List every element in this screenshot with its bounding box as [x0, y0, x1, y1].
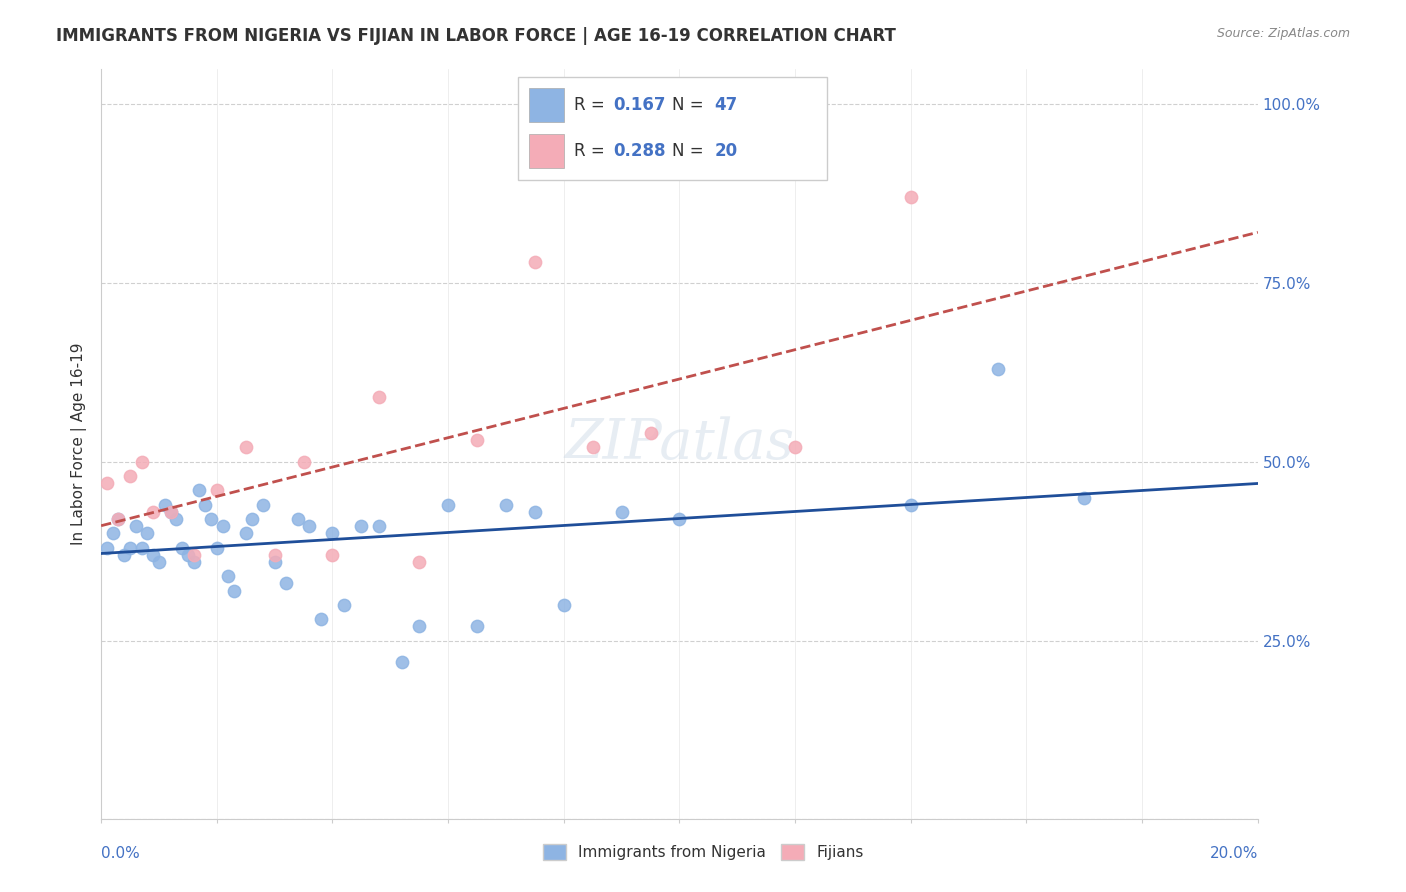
Point	[131, 541, 153, 555]
Text: 20: 20	[714, 143, 738, 161]
Point	[610, 505, 633, 519]
Point	[287, 512, 309, 526]
Point	[252, 498, 274, 512]
Point	[391, 655, 413, 669]
Point	[900, 498, 922, 512]
Point	[142, 505, 165, 519]
Point	[408, 555, 430, 569]
Point	[309, 612, 332, 626]
Text: 47: 47	[714, 96, 738, 114]
Text: 0.167: 0.167	[613, 96, 665, 114]
Point	[200, 512, 222, 526]
Point	[240, 512, 263, 526]
Point	[367, 519, 389, 533]
Point	[640, 426, 662, 441]
Point	[177, 548, 200, 562]
Point	[367, 391, 389, 405]
Point	[495, 498, 517, 512]
Point	[235, 441, 257, 455]
Point	[235, 526, 257, 541]
Point	[321, 548, 343, 562]
Point	[183, 548, 205, 562]
Point	[292, 455, 315, 469]
Point	[333, 598, 356, 612]
Point	[785, 441, 807, 455]
Y-axis label: In Labor Force | Age 16-19: In Labor Force | Age 16-19	[72, 343, 87, 545]
Point	[136, 526, 159, 541]
Point	[217, 569, 239, 583]
Point	[276, 576, 298, 591]
Point	[131, 455, 153, 469]
Point	[205, 541, 228, 555]
Text: 0.288: 0.288	[613, 143, 665, 161]
Point	[159, 505, 181, 519]
Point	[465, 619, 488, 633]
Point	[350, 519, 373, 533]
Point	[165, 512, 187, 526]
Point	[523, 505, 546, 519]
Point	[224, 583, 246, 598]
Text: R =: R =	[574, 96, 610, 114]
Text: Source: ZipAtlas.com: Source: ZipAtlas.com	[1216, 27, 1350, 40]
Point	[553, 598, 575, 612]
Text: N =: N =	[672, 143, 709, 161]
Point	[465, 434, 488, 448]
Text: ZIPatlas: ZIPatlas	[564, 417, 794, 471]
Point	[205, 483, 228, 498]
Text: 0.0%: 0.0%	[101, 847, 139, 861]
Point	[172, 541, 194, 555]
Point	[263, 548, 285, 562]
Point	[263, 555, 285, 569]
Text: N =: N =	[672, 96, 709, 114]
Point	[523, 254, 546, 268]
Point	[183, 555, 205, 569]
Point	[437, 498, 460, 512]
Point	[148, 555, 170, 569]
Point	[118, 469, 141, 483]
Point	[668, 512, 690, 526]
Point	[987, 361, 1010, 376]
Point	[211, 519, 233, 533]
Point	[298, 519, 321, 533]
Point	[1073, 491, 1095, 505]
Point	[194, 498, 217, 512]
Legend: Immigrants from Nigeria, Fijians: Immigrants from Nigeria, Fijians	[537, 838, 869, 866]
Point	[125, 519, 148, 533]
Point	[107, 512, 129, 526]
Point	[96, 541, 118, 555]
Text: 20.0%: 20.0%	[1209, 847, 1258, 861]
Point	[321, 526, 343, 541]
Point	[153, 498, 176, 512]
Point	[101, 526, 124, 541]
Text: R =: R =	[574, 143, 610, 161]
Text: IMMIGRANTS FROM NIGERIA VS FIJIAN IN LABOR FORCE | AGE 16-19 CORRELATION CHART: IMMIGRANTS FROM NIGERIA VS FIJIAN IN LAB…	[56, 27, 896, 45]
Point	[107, 512, 129, 526]
Point	[112, 548, 135, 562]
Point	[96, 476, 118, 491]
Point	[159, 505, 181, 519]
Point	[188, 483, 211, 498]
Point	[900, 190, 922, 204]
Point	[582, 441, 605, 455]
Point	[142, 548, 165, 562]
Point	[408, 619, 430, 633]
Point	[118, 541, 141, 555]
